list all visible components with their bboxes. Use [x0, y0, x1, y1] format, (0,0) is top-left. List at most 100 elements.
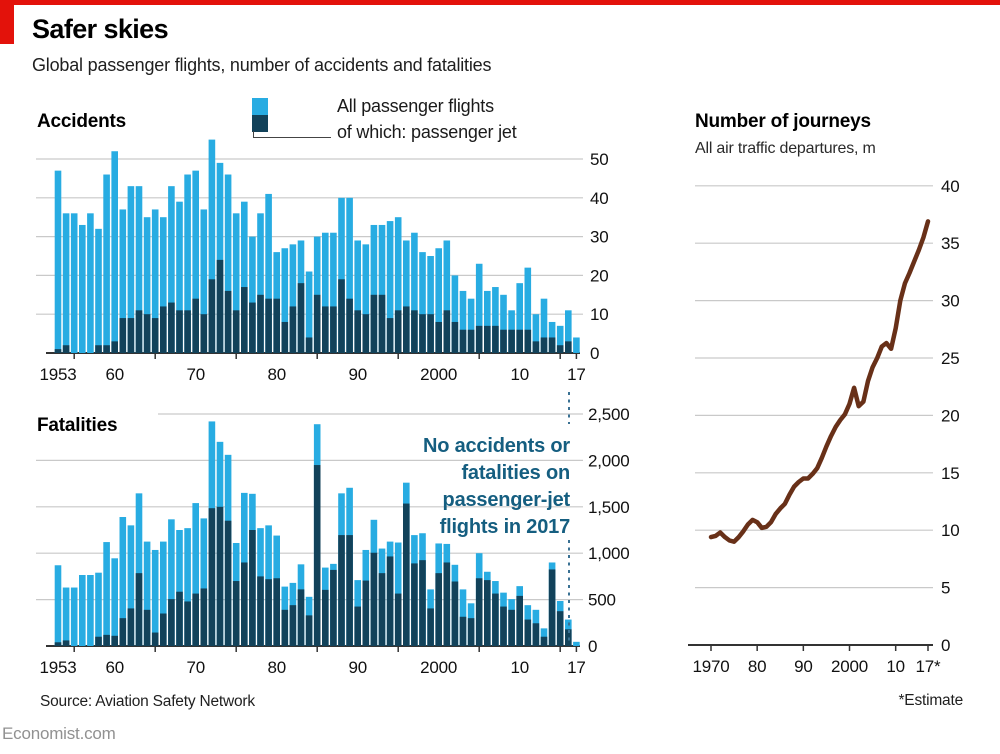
- fatalities-bar-jet: [338, 535, 345, 646]
- fatalities-bar-jet: [54, 642, 62, 646]
- fatalities-bar-jet: [386, 556, 394, 646]
- accidents-bar-jet: [184, 310, 191, 353]
- accidents-bar-jet: [143, 314, 151, 353]
- accidents-bar-all: [184, 174, 191, 353]
- accidents-bar-jet: [313, 294, 321, 353]
- fatalities-bar-jet: [232, 581, 240, 646]
- fatalities-xtick-label: 80: [267, 658, 286, 677]
- accidents-bar-all: [419, 252, 426, 353]
- accidents-bar-all: [232, 213, 240, 353]
- accidents-bar-all: [192, 170, 199, 353]
- accidents-bar-jet: [378, 294, 386, 353]
- fatalities-bar-jet: [62, 640, 70, 646]
- fatalities-bar-jet: [362, 580, 370, 646]
- accidents-ytick-label: 40: [590, 189, 609, 208]
- accidents-bar-all: [403, 240, 410, 353]
- accidents-bar-jet: [232, 310, 240, 353]
- fatalities-ytick-label: 500: [588, 591, 616, 610]
- fatalities-bar-jet: [427, 608, 434, 646]
- fatalities-bar-all: [111, 558, 118, 646]
- accidents-bar-all: [540, 298, 548, 353]
- fatalities-bar-all: [103, 542, 110, 646]
- fatalities-bar-jet: [419, 560, 426, 646]
- site-credit: Economist.com: [2, 724, 116, 743]
- accidents-bar-all: [467, 298, 475, 353]
- journeys-ytick-label: 15: [941, 464, 960, 483]
- accidents-bar-all: [322, 232, 329, 353]
- accidents-bar-all: [451, 275, 459, 353]
- accidents-bar-jet: [565, 341, 572, 353]
- fatalities-xtick-label: 10: [510, 658, 529, 677]
- accidents-bar-all: [70, 213, 78, 353]
- fatalities-bar-all: [95, 572, 102, 646]
- accidents-bar-jet: [467, 329, 475, 353]
- accidents-bar-jet: [475, 325, 483, 353]
- fatalities-bar-jet: [176, 591, 183, 646]
- accidents-bar-jet: [524, 329, 532, 353]
- accidents-xtick-label: 70: [186, 365, 205, 384]
- journeys-ytick-label: 10: [941, 521, 960, 540]
- journeys-ytick-label: 35: [941, 234, 960, 253]
- fatalities-bar-jet: [500, 606, 507, 646]
- fatalities-bar-jet: [403, 503, 410, 646]
- page-title: Safer skies: [32, 14, 169, 44]
- fatalities-bar-jet: [111, 635, 118, 646]
- accidents-bar-all: [475, 263, 483, 353]
- fatalities-ytick-label: 2,500: [588, 405, 630, 424]
- accidents-bar-jet: [249, 302, 256, 353]
- accidents-bar-jet: [403, 306, 410, 353]
- journeys-xtick-label: 90: [794, 657, 813, 676]
- fatalities-bar-jet: [168, 599, 175, 646]
- journeys-chart-subtitle: All air traffic departures, m: [695, 140, 876, 157]
- fatalities-bar-all: [70, 587, 78, 646]
- fatalities-xtick-label: 1953: [39, 658, 76, 677]
- annotation-line: No accidents or: [422, 435, 570, 457]
- fatalities-bar-jet: [378, 573, 386, 646]
- fatalities-bar-all: [62, 587, 70, 646]
- accidents-bar-jet: [216, 259, 224, 353]
- accidents-bar-jet: [265, 298, 272, 353]
- accidents-bar-all: [565, 310, 572, 353]
- accidents-bar-jet: [151, 318, 159, 353]
- fatalities-bar-jet: [354, 606, 361, 646]
- fatalities-bar-all: [127, 525, 135, 646]
- accidents-bar-all: [111, 151, 118, 353]
- accidents-bar-jet: [484, 325, 491, 353]
- accidents-bar-jet: [135, 310, 143, 353]
- fatalities-bar-jet: [435, 573, 442, 646]
- fatalities-bar-jet: [119, 618, 127, 646]
- fatalities-bar-jet: [484, 580, 491, 646]
- fatalities-bar-jet: [411, 563, 418, 646]
- accidents-xtick-label: 80: [267, 365, 286, 384]
- accidents-xtick-label: 10: [510, 365, 529, 384]
- source-note: Source: Aviation Safety Network: [40, 693, 255, 710]
- accidents-bar-jet: [354, 310, 361, 353]
- accidents-bar-all: [346, 197, 353, 353]
- accidents-bar-all: [370, 224, 378, 353]
- accidents-bar-all: [378, 224, 386, 353]
- accidents-bar-all: [435, 248, 442, 353]
- fatalities-bar-jet: [330, 569, 337, 646]
- accidents-bar-jet: [532, 341, 540, 353]
- fatalities-bar-jet: [160, 613, 167, 646]
- legend-swatch-passenger-jet: [252, 115, 268, 132]
- fatalities-xtick-label: 60: [105, 658, 124, 677]
- fatalities-ytick-label: 0: [588, 637, 597, 656]
- fatalities-bar-jet: [370, 552, 378, 646]
- fatalities-bar-jet: [322, 589, 329, 646]
- accidents-bar-jet: [540, 337, 548, 353]
- accidents-bar-all: [532, 314, 540, 353]
- fatalities-bar-all: [192, 503, 199, 646]
- accidents-bar-all: [354, 240, 361, 353]
- fatalities-bar-jet: [224, 520, 232, 646]
- fatalities-bar-jet: [540, 636, 548, 646]
- fatalities-bar-all: [119, 517, 127, 646]
- accidents-bar-all: [484, 290, 491, 353]
- fatalities-bar-jet: [346, 535, 353, 646]
- fatalities-bar-jet: [184, 601, 191, 646]
- accidents-bar-all: [386, 221, 394, 353]
- fatalities-bar-jet: [524, 619, 532, 646]
- accidents-bar-all: [524, 267, 532, 353]
- fatalities-xtick-label: 90: [348, 658, 367, 677]
